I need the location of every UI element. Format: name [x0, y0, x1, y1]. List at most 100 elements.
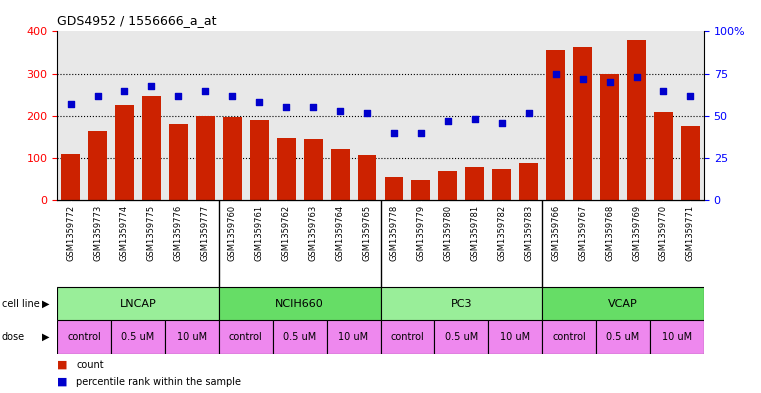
Bar: [380, 287, 542, 320]
Bar: [543, 287, 704, 320]
Point: [334, 108, 346, 114]
Bar: [627, 40, 646, 200]
Bar: [115, 105, 134, 200]
Text: VCAP: VCAP: [608, 299, 638, 309]
Text: GSM1359780: GSM1359780: [444, 205, 452, 261]
Text: GSM1359775: GSM1359775: [147, 205, 156, 261]
Bar: [573, 48, 592, 200]
Bar: [219, 287, 380, 320]
Text: GSM1359761: GSM1359761: [255, 205, 264, 261]
Point: [549, 70, 562, 77]
Bar: [466, 167, 484, 200]
Text: count: count: [76, 360, 103, 370]
Point: [65, 101, 77, 107]
Point: [91, 92, 103, 99]
Bar: [384, 177, 403, 200]
Text: GSM1359763: GSM1359763: [309, 205, 317, 261]
Point: [630, 74, 642, 80]
Point: [119, 87, 131, 94]
Text: GSM1359760: GSM1359760: [228, 205, 237, 261]
Point: [307, 104, 319, 111]
Bar: [489, 320, 542, 354]
Text: GDS4952 / 1556666_a_at: GDS4952 / 1556666_a_at: [57, 15, 217, 28]
Point: [226, 92, 238, 99]
Point: [199, 87, 212, 94]
Text: ▶: ▶: [42, 332, 49, 342]
Text: ▶: ▶: [42, 299, 49, 309]
Text: control: control: [390, 332, 425, 342]
Bar: [219, 320, 272, 354]
Bar: [223, 117, 242, 200]
Bar: [196, 116, 215, 200]
Bar: [330, 149, 349, 200]
Text: 0.5 uM: 0.5 uM: [121, 332, 154, 342]
Text: GSM1359766: GSM1359766: [551, 205, 560, 261]
Bar: [600, 73, 619, 200]
Bar: [650, 320, 704, 354]
Text: GSM1359771: GSM1359771: [686, 205, 695, 261]
Text: GSM1359783: GSM1359783: [524, 205, 533, 261]
Text: 10 uM: 10 uM: [177, 332, 207, 342]
Text: percentile rank within the sample: percentile rank within the sample: [76, 377, 241, 387]
Bar: [358, 155, 377, 200]
Bar: [57, 320, 111, 354]
Point: [280, 104, 292, 111]
Text: GSM1359781: GSM1359781: [470, 205, 479, 261]
Text: GSM1359772: GSM1359772: [66, 205, 75, 261]
Point: [658, 87, 670, 94]
Bar: [142, 95, 161, 200]
Bar: [277, 138, 295, 200]
Text: NCIH660: NCIH660: [275, 299, 324, 309]
Bar: [304, 139, 323, 200]
Text: control: control: [229, 332, 263, 342]
Text: PC3: PC3: [451, 299, 472, 309]
Point: [253, 99, 266, 106]
Text: GSM1359765: GSM1359765: [362, 205, 371, 261]
Text: 0.5 uM: 0.5 uM: [283, 332, 317, 342]
Bar: [165, 320, 219, 354]
Text: GSM1359774: GSM1359774: [120, 205, 129, 261]
Bar: [681, 126, 700, 200]
Text: GSM1359770: GSM1359770: [659, 205, 668, 261]
Bar: [519, 163, 538, 200]
Bar: [380, 320, 435, 354]
Point: [469, 116, 481, 123]
Bar: [596, 320, 650, 354]
Point: [442, 118, 454, 124]
Text: 10 uM: 10 uM: [662, 332, 692, 342]
Text: ■: ■: [57, 377, 68, 387]
Text: cell line: cell line: [2, 299, 40, 309]
Text: 0.5 uM: 0.5 uM: [607, 332, 640, 342]
Bar: [435, 320, 489, 354]
Point: [388, 130, 400, 136]
Text: GSM1359773: GSM1359773: [93, 205, 102, 261]
Bar: [654, 112, 673, 200]
Bar: [111, 320, 165, 354]
Text: 0.5 uM: 0.5 uM: [444, 332, 478, 342]
Bar: [412, 180, 431, 200]
Text: GSM1359779: GSM1359779: [416, 205, 425, 261]
Bar: [492, 169, 511, 200]
Bar: [169, 123, 188, 200]
Bar: [57, 287, 219, 320]
Text: GSM1359782: GSM1359782: [497, 205, 506, 261]
Bar: [543, 320, 596, 354]
Text: GSM1359767: GSM1359767: [578, 205, 587, 261]
Text: dose: dose: [2, 332, 24, 342]
Text: 10 uM: 10 uM: [500, 332, 530, 342]
Text: 10 uM: 10 uM: [339, 332, 368, 342]
Point: [495, 119, 508, 126]
Bar: [61, 154, 80, 200]
Point: [415, 130, 427, 136]
Point: [603, 79, 616, 85]
Text: GSM1359777: GSM1359777: [201, 205, 210, 261]
Bar: [250, 120, 269, 200]
Text: GSM1359764: GSM1359764: [336, 205, 345, 261]
Text: control: control: [67, 332, 101, 342]
Point: [684, 92, 696, 99]
Bar: [438, 171, 457, 200]
Text: GSM1359762: GSM1359762: [282, 205, 291, 261]
Text: GSM1359776: GSM1359776: [174, 205, 183, 261]
Point: [523, 109, 535, 116]
Text: GSM1359769: GSM1359769: [632, 205, 641, 261]
